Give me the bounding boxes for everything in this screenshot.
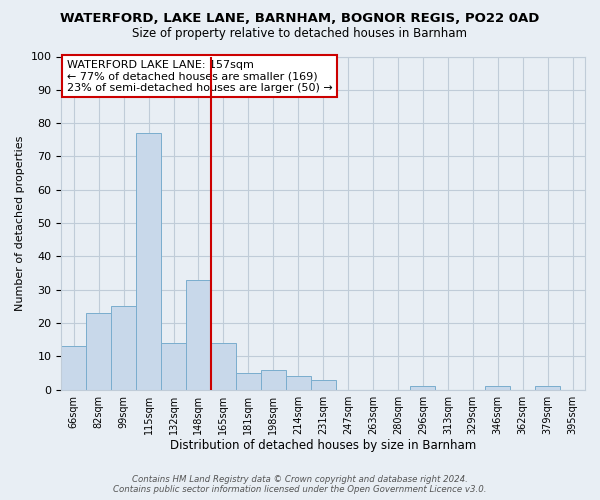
X-axis label: Distribution of detached houses by size in Barnham: Distribution of detached houses by size … — [170, 440, 476, 452]
Text: WATERFORD, LAKE LANE, BARNHAM, BOGNOR REGIS, PO22 0AD: WATERFORD, LAKE LANE, BARNHAM, BOGNOR RE… — [61, 12, 539, 26]
Y-axis label: Number of detached properties: Number of detached properties — [15, 136, 25, 311]
Bar — [261, 370, 286, 390]
Bar — [311, 380, 335, 390]
Bar — [410, 386, 436, 390]
Bar — [111, 306, 136, 390]
Bar — [186, 280, 211, 390]
Bar — [161, 343, 186, 390]
Text: WATERFORD LAKE LANE: 157sqm
← 77% of detached houses are smaller (169)
23% of se: WATERFORD LAKE LANE: 157sqm ← 77% of det… — [67, 60, 332, 93]
Bar — [136, 133, 161, 390]
Bar — [211, 343, 236, 390]
Bar — [535, 386, 560, 390]
Text: Size of property relative to detached houses in Barnham: Size of property relative to detached ho… — [133, 28, 467, 40]
Bar — [86, 313, 111, 390]
Bar — [61, 346, 86, 390]
Bar — [286, 376, 311, 390]
Bar — [236, 373, 261, 390]
Bar — [485, 386, 510, 390]
Text: Contains HM Land Registry data © Crown copyright and database right 2024.
Contai: Contains HM Land Registry data © Crown c… — [113, 474, 487, 494]
